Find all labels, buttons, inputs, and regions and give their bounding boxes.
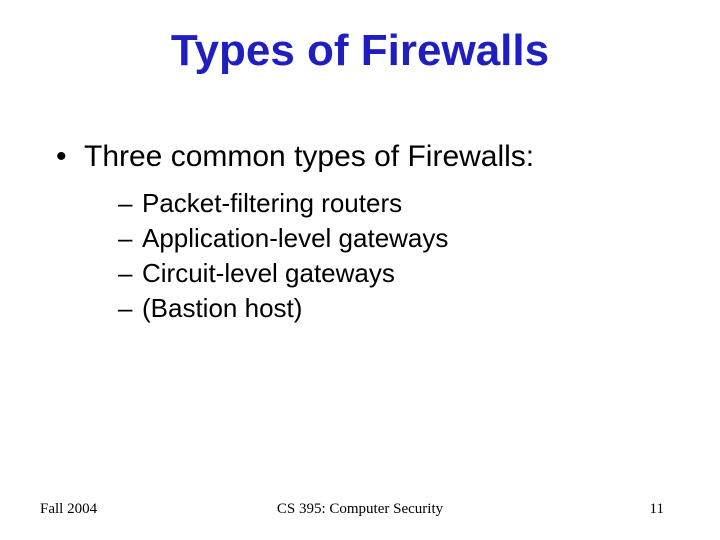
slide: Types of Firewalls • Three common types … xyxy=(0,0,720,540)
sub-bullet-marker: – xyxy=(118,258,142,289)
slide-footer: Fall 2004 CS 395: Computer Security 11 xyxy=(0,501,720,518)
slide-body: • Three common types of Firewalls: – Pac… xyxy=(56,140,664,324)
sub-bullet-item: – Packet-filtering routers xyxy=(118,188,664,219)
sub-bullet-item: – Application-level gateways xyxy=(118,223,664,254)
bullet-text: Three common types of Firewalls: xyxy=(84,140,534,174)
sub-bullet-item: – Circuit-level gateways xyxy=(118,258,664,289)
bullet-level-1: • Three common types of Firewalls: xyxy=(56,140,664,174)
sub-bullet-text: (Bastion host) xyxy=(142,293,302,324)
sub-bullet-marker: – xyxy=(118,188,142,219)
sub-bullet-text: Circuit-level gateways xyxy=(142,258,395,289)
sub-bullet-item: – (Bastion host) xyxy=(118,293,664,324)
sub-bullet-list: – Packet-filtering routers – Application… xyxy=(118,188,664,324)
sub-bullet-marker: – xyxy=(118,223,142,254)
bullet-marker: • xyxy=(56,142,84,172)
footer-right: 11 xyxy=(650,501,664,518)
sub-bullet-text: Packet-filtering routers xyxy=(142,188,402,219)
slide-title: Types of Firewalls xyxy=(56,26,664,76)
footer-center: CS 395: Computer Security xyxy=(0,501,720,518)
sub-bullet-marker: – xyxy=(118,293,142,324)
sub-bullet-text: Application-level gateways xyxy=(142,223,448,254)
footer-left: Fall 2004 xyxy=(40,501,97,518)
